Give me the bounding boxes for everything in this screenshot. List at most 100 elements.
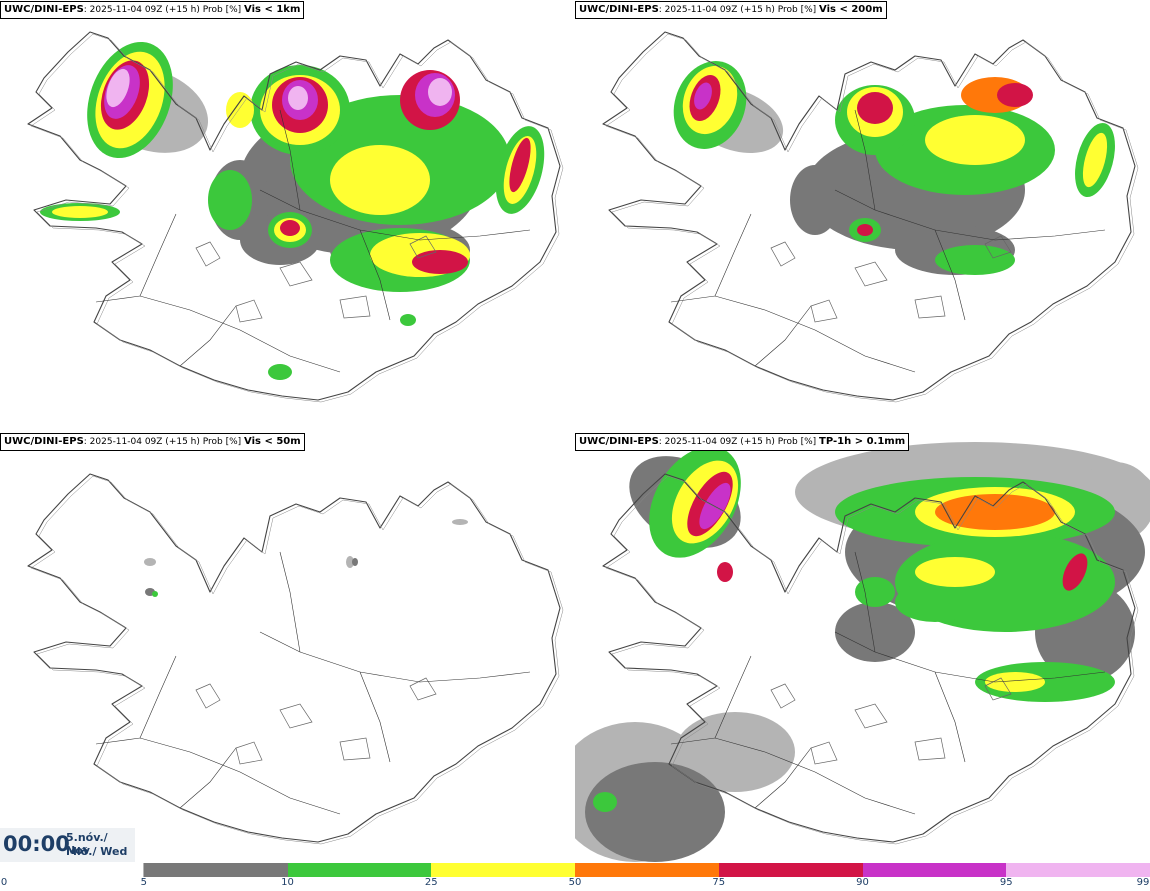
coastline-shadow bbox=[605, 475, 1139, 845]
road-line bbox=[259, 631, 531, 683]
coastline bbox=[602, 31, 1136, 401]
probability-area bbox=[352, 558, 358, 566]
coastline bbox=[602, 473, 1136, 843]
legend-color-8 bbox=[1006, 863, 1150, 877]
lake-outline bbox=[854, 703, 888, 729]
map-canvas bbox=[575, 442, 1150, 862]
coastline-shadow bbox=[30, 475, 564, 845]
probability-area bbox=[593, 792, 617, 812]
road-line bbox=[279, 551, 301, 653]
probability-area bbox=[268, 364, 292, 380]
road-line bbox=[95, 737, 341, 815]
legend-tick-label: 90 bbox=[856, 877, 869, 888]
lake-outline bbox=[810, 299, 838, 323]
coastline-shadow bbox=[605, 33, 1139, 403]
panel-title: UWC/DINI-EPS: 2025-11-04 09Z (+15 h) Pro… bbox=[0, 1, 305, 19]
lake-outline bbox=[770, 241, 796, 267]
probability-area bbox=[226, 92, 254, 128]
probability-area bbox=[106, 68, 130, 108]
probability-area bbox=[52, 206, 108, 218]
probability-area bbox=[509, 137, 531, 193]
lake-outline bbox=[409, 677, 437, 701]
probability-area bbox=[935, 245, 1015, 275]
probability-legend: 0 5 10 25 50 75 90 95 99 bbox=[0, 862, 1150, 891]
probability-area bbox=[694, 82, 712, 110]
road-line bbox=[179, 305, 237, 367]
lake-outline bbox=[914, 737, 946, 761]
map-canvas bbox=[27, 31, 564, 403]
probability-area bbox=[925, 115, 1025, 165]
panel-title: UWC/DINI-EPS: 2025-11-04 09Z (+15 h) Pro… bbox=[0, 433, 305, 451]
legend-color-7 bbox=[862, 863, 1007, 877]
probability-area bbox=[1082, 132, 1108, 188]
probability-area bbox=[400, 314, 416, 326]
probability-area bbox=[1062, 553, 1088, 591]
lake-outline bbox=[984, 677, 1012, 701]
valid-weekday: Mið./ Wed bbox=[66, 845, 128, 858]
legend-color-3 bbox=[287, 863, 432, 877]
legend-color-5 bbox=[575, 863, 719, 877]
legend-color-4 bbox=[431, 863, 575, 877]
lake-outline bbox=[409, 235, 437, 259]
road-line bbox=[179, 747, 237, 809]
map-panel-vis-1km: UWC/DINI-EPS: 2025-11-04 09Z (+15 h) Pro… bbox=[0, 0, 575, 432]
road-line bbox=[139, 213, 177, 297]
lake-outline bbox=[279, 261, 313, 287]
legend-tick-label: 75 bbox=[712, 877, 726, 888]
road-line bbox=[279, 109, 301, 211]
road-line bbox=[670, 737, 916, 815]
probability-area bbox=[985, 672, 1045, 692]
legend-tick-label: 25 bbox=[424, 877, 438, 888]
panel-title: UWC/DINI-EPS: 2025-11-04 09Z (+15 h) Pro… bbox=[575, 433, 910, 451]
road-line bbox=[934, 671, 966, 763]
legend-tick-label: 50 bbox=[568, 877, 582, 888]
legend-color-6 bbox=[718, 863, 863, 877]
map-canvas bbox=[602, 31, 1139, 403]
map-panel-vis-50m: UWC/DINI-EPS: 2025-11-04 09Z (+15 h) Pro… bbox=[0, 432, 575, 864]
road-line bbox=[834, 631, 1106, 683]
probability-area bbox=[412, 250, 468, 274]
legend-color-2 bbox=[143, 863, 288, 877]
lake-outline bbox=[195, 241, 221, 267]
probability-area bbox=[915, 557, 995, 587]
probability-area bbox=[835, 602, 915, 662]
legend-tick-label: 10 bbox=[281, 877, 294, 888]
iceland-coastline bbox=[27, 31, 564, 403]
road-line bbox=[139, 655, 177, 739]
road-line bbox=[754, 747, 812, 809]
lake-outline bbox=[339, 295, 371, 319]
probability-area bbox=[997, 83, 1033, 107]
road-line bbox=[714, 213, 752, 297]
probability-area bbox=[428, 78, 452, 106]
iceland-coastline bbox=[602, 473, 1139, 845]
lake-outline bbox=[235, 741, 263, 765]
legend-tick-label: 95 bbox=[999, 877, 1013, 888]
lake-outline bbox=[854, 261, 888, 287]
map-canvas bbox=[27, 473, 564, 845]
map-panel-vis-200m: UWC/DINI-EPS: 2025-11-04 09Z (+15 h) Pro… bbox=[575, 0, 1150, 432]
road-line bbox=[934, 229, 966, 321]
lake-outline bbox=[810, 741, 838, 765]
road-line bbox=[714, 655, 752, 739]
coastline bbox=[27, 473, 561, 843]
lake-outline bbox=[914, 295, 946, 319]
legend-tick-label: 99 bbox=[1136, 877, 1150, 888]
probability-area bbox=[857, 224, 873, 236]
coastline bbox=[27, 31, 561, 401]
road-line bbox=[834, 189, 1106, 241]
probability-area bbox=[857, 92, 893, 124]
road-line bbox=[854, 109, 876, 211]
probability-area bbox=[717, 562, 733, 582]
coastline-shadow bbox=[30, 33, 564, 403]
legend-tick-label: 0 bbox=[0, 877, 8, 888]
probability-area bbox=[855, 577, 895, 607]
road-line bbox=[95, 295, 341, 373]
valid-time-box: 00:00 5.nóv./ Nov Mið./ Wed bbox=[0, 828, 135, 862]
lake-outline bbox=[235, 299, 263, 323]
iceland-coastline bbox=[27, 473, 564, 845]
probability-area bbox=[288, 86, 308, 110]
probability-area bbox=[790, 165, 840, 235]
valid-time: 00:00 bbox=[3, 832, 70, 856]
lake-outline bbox=[279, 703, 313, 729]
valid-date: 5.nóv./ Nov bbox=[66, 831, 108, 857]
